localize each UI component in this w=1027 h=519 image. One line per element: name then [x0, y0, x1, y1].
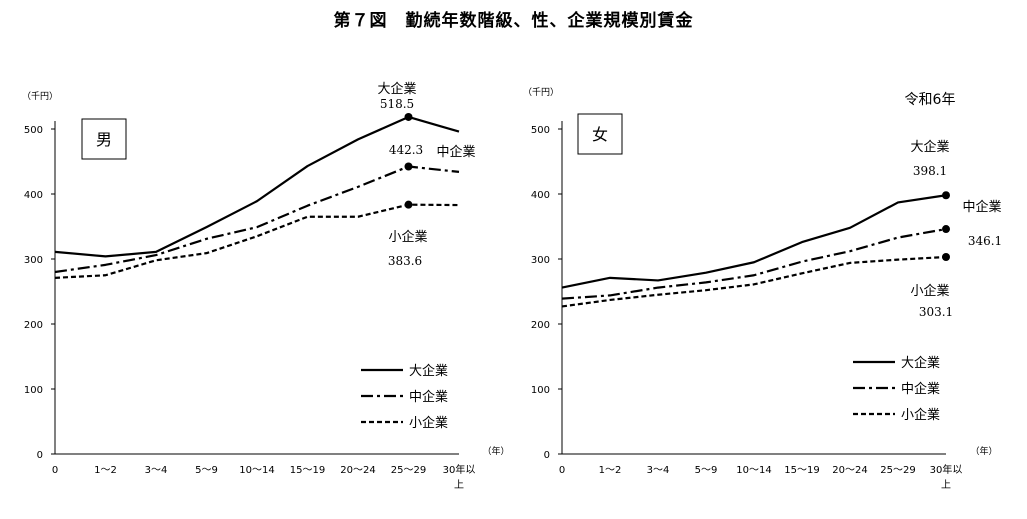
y-axis-unit: （千円）: [523, 87, 559, 98]
x-tick-label: 30年以: [930, 463, 963, 476]
legend-label: 小企業: [901, 407, 940, 423]
y-tick-label: 300: [24, 255, 43, 266]
annotated-point: [404, 112, 413, 121]
y-tick-label: 100: [24, 385, 43, 396]
panel-label-box: [81, 118, 127, 160]
x-tick-label-wrap: 上: [454, 479, 464, 491]
annotated-point: [404, 162, 413, 171]
chart-panel-1: 0 100 200 300 400 500 0 1～2 3～4 5～9 10～14 15～19 20～2…: [22, 81, 510, 491]
x-axis-unit: （年）: [970, 445, 997, 457]
annotation-label: 小企業: [910, 283, 949, 299]
x-tick-label: 15～19: [290, 465, 325, 476]
chart-panel-2: 0 100 200 300 400 500 0 1～2 3～4 5～9 10～14 15～19 20～2…: [523, 87, 1002, 491]
series-line-3: [561, 255, 947, 308]
annotation-value: 383.6: [388, 254, 422, 268]
x-tick-label: 25～29: [880, 465, 915, 476]
annotated-point: [404, 200, 413, 209]
legend-label: 大企業: [901, 355, 940, 371]
x-tick-label: 15～19: [784, 465, 819, 476]
panel-label-box: [577, 113, 623, 155]
y-tick-label: 0: [37, 450, 43, 461]
annotation-value: 346.1: [968, 234, 1002, 248]
annotation-label: 中企業: [436, 144, 475, 160]
legend-label: 中企業: [409, 389, 448, 405]
x-tick-label: 25～29: [391, 465, 426, 476]
x-tick-label: 5～9: [195, 465, 218, 476]
x-tick-label: 1～2: [599, 465, 622, 476]
x-tick-label: 0: [52, 465, 58, 476]
y-tick-label: 400: [531, 190, 550, 201]
y-tick-label: 500: [24, 125, 43, 136]
year-note: 令和6年: [905, 92, 956, 108]
figure-title: 第７図 勤続年数階級、性、企業規模別賃金: [333, 11, 694, 31]
y-tick-label: 0: [544, 450, 550, 461]
panel-label: 女: [592, 125, 608, 144]
x-tick-label: 1～2: [94, 465, 117, 476]
y-tick-label: 200: [24, 320, 43, 331]
x-tick-label: 5～9: [695, 465, 718, 476]
series-line-3: [54, 203, 460, 279]
y-tick-label: 400: [24, 190, 43, 201]
x-tick-label: 10～14: [239, 465, 274, 476]
y-axis-unit: （千円）: [22, 91, 58, 102]
x-tick-label: 3～4: [145, 465, 168, 476]
annotation-value: 303.1: [919, 305, 953, 319]
series-line-1: [561, 194, 947, 289]
annotated-point: [942, 225, 950, 234]
series-line-2: [561, 227, 947, 300]
annotated-point: [942, 191, 950, 200]
x-tick-label: 20～24: [340, 465, 375, 476]
y-tick-label: 500: [531, 125, 550, 136]
legend-label: 小企業: [409, 415, 448, 431]
x-tick-label-wrap: 上: [941, 479, 951, 491]
y-tick-label: 300: [531, 255, 550, 266]
annotation-value: 442.3: [389, 143, 423, 157]
x-tick-label: 3～4: [647, 465, 670, 476]
annotation-label: 中企業: [962, 199, 1001, 215]
y-tick-label: 200: [531, 320, 550, 331]
annotation-label: 大企業: [910, 139, 949, 155]
x-axis-unit: （年）: [482, 445, 509, 457]
annotation-value: 398.1: [913, 164, 947, 178]
x-tick-label: 20～24: [832, 465, 867, 476]
legend-label: 大企業: [409, 363, 448, 379]
y-tick-label: 100: [531, 385, 550, 396]
legend-label: 中企業: [901, 381, 940, 397]
x-tick-label: 0: [559, 465, 565, 476]
annotation-value: 518.5: [380, 97, 414, 111]
annotation-label: 大企業: [377, 81, 416, 97]
x-tick-label: 30年以: [443, 463, 476, 476]
series-line-1: [54, 115, 460, 258]
panel-label: 男: [96, 130, 112, 149]
series-line-2: [54, 165, 460, 274]
annotation-label: 小企業: [388, 229, 427, 245]
annotated-point: [942, 252, 950, 261]
x-tick-label: 10～14: [736, 465, 771, 476]
